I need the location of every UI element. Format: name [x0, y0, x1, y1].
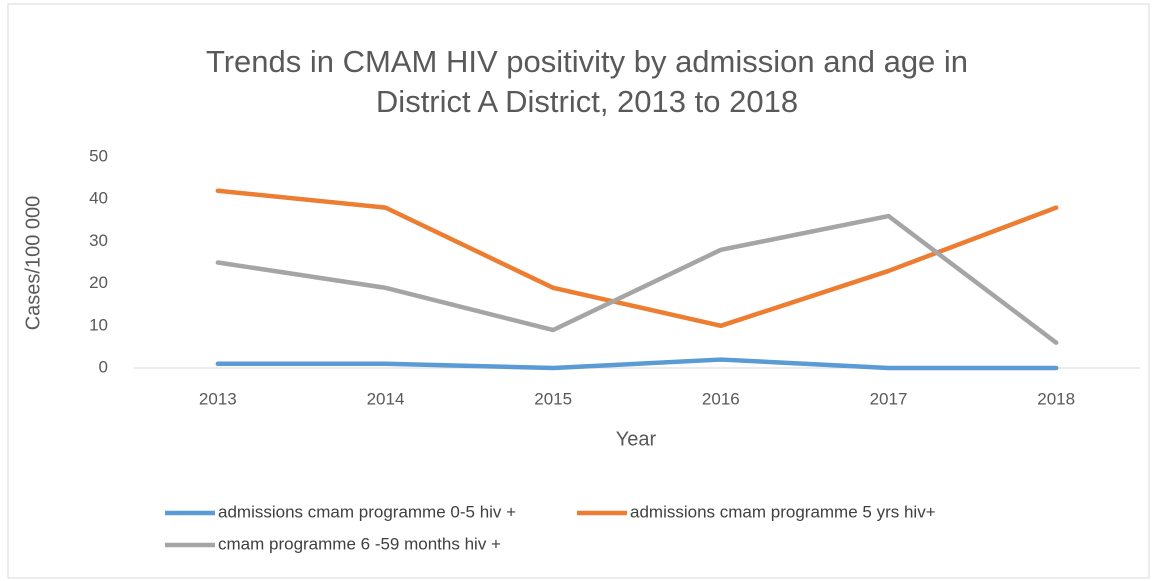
y-tick-label: 20	[89, 273, 108, 292]
y-axis-title: Cases/100 000	[22, 196, 44, 331]
x-tick-label: 2013	[199, 389, 237, 408]
y-tick-label: 40	[89, 189, 108, 208]
x-tick-label: 2017	[870, 389, 908, 408]
chart-title: District A District, 2013 to 2018	[376, 84, 798, 119]
y-tick-label: 10	[89, 315, 108, 334]
series-line	[215, 188, 1059, 329]
legend-label: cmam programme 6 -59 months hiv +	[218, 534, 501, 553]
x-tick-label: 2014	[367, 389, 405, 408]
series-line	[215, 357, 1059, 371]
y-tick-label: 50	[89, 146, 108, 165]
chart-border	[7, 3, 1150, 579]
legend-label: admissions cmam programme 0-5 hiv +	[218, 502, 516, 521]
x-tick-label: 2018	[1037, 389, 1075, 408]
x-axis-title: Year	[616, 428, 657, 450]
y-tick-label: 0	[99, 357, 108, 376]
y-tick-label: 30	[89, 231, 108, 250]
series-line	[215, 213, 1059, 345]
legend-label: admissions cmam programme 5 yrs hiv+	[630, 502, 936, 521]
chart-title: Trends in CMAM HIV positivity by admissi…	[206, 44, 968, 79]
x-tick-label: 2015	[534, 389, 572, 408]
x-tick-label: 2016	[702, 389, 740, 408]
